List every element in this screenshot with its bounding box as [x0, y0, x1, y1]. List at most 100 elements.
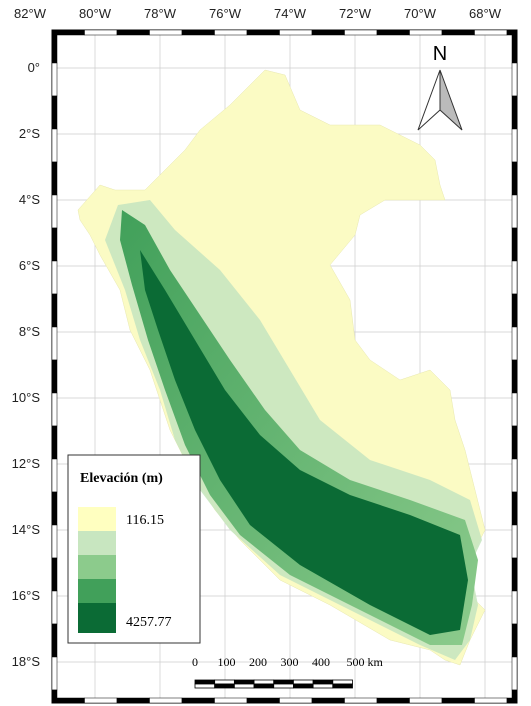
latitude-label: 8°S	[19, 324, 40, 339]
latitude-label: 14°S	[12, 522, 41, 537]
legend-label: 4257.77	[126, 615, 172, 630]
frame-segment	[117, 698, 150, 703]
frame-segment	[512, 63, 517, 96]
frame-segment	[247, 30, 280, 35]
frame-segment	[52, 294, 57, 327]
frame-segment	[345, 30, 378, 35]
frame-segment	[345, 698, 378, 703]
frame-segment	[512, 393, 517, 426]
frame-segment	[52, 261, 57, 294]
frame-segment	[247, 698, 280, 703]
frame-segment	[512, 228, 517, 261]
longitude-label: 82°W	[14, 6, 47, 21]
frame-segment	[280, 30, 313, 35]
latitude-label: 6°S	[19, 258, 40, 273]
latitude-label: 18°S	[12, 654, 41, 669]
frame-segment	[512, 162, 517, 195]
frame-segment	[312, 30, 345, 35]
scale-label: 300	[281, 655, 299, 669]
legend-swatch	[78, 579, 116, 603]
legend-label: 116.15	[126, 513, 164, 528]
frame-segment	[512, 96, 517, 129]
scale-segment	[274, 680, 294, 684]
frame-segment	[512, 327, 517, 360]
frame-segment	[52, 624, 57, 657]
frame-segment	[52, 690, 57, 703]
frame-segment	[512, 294, 517, 327]
scale-segment	[313, 684, 333, 688]
scale-segment	[293, 684, 313, 688]
frame-segment	[52, 96, 57, 129]
longitude-label: 74°W	[274, 6, 307, 21]
frame-segment	[52, 525, 57, 558]
legend-swatch	[78, 531, 116, 555]
frame-segment	[52, 327, 57, 360]
frame-segment	[52, 360, 57, 393]
frame-segment	[475, 30, 508, 35]
frame-segment	[117, 30, 150, 35]
frame-segment	[410, 698, 443, 703]
frame-segment	[85, 698, 118, 703]
scale-segment	[333, 684, 353, 688]
latitude-label: 4°S	[19, 192, 40, 207]
latitude-label: 0°	[28, 60, 40, 75]
longitude-label: 70°W	[404, 6, 437, 21]
frame-segment	[52, 393, 57, 426]
scale-segment	[234, 684, 254, 688]
frame-segment	[475, 698, 508, 703]
longitude-label: 68°W	[469, 6, 502, 21]
frame-segment	[512, 690, 517, 703]
longitude-label: 78°W	[144, 6, 177, 21]
frame-segment	[52, 195, 57, 228]
frame-segment	[512, 558, 517, 591]
frame-segment	[52, 459, 57, 492]
scale-segment	[234, 680, 254, 684]
frame-segment	[182, 30, 215, 35]
legend-swatch	[78, 555, 116, 579]
frame-segment	[512, 525, 517, 558]
frame-segment	[512, 30, 517, 63]
legend-swatch	[78, 507, 116, 531]
frame-segment	[377, 30, 410, 35]
frame-segment	[85, 30, 118, 35]
frame-segment	[215, 698, 248, 703]
frame-segment	[512, 492, 517, 525]
frame-segment	[52, 129, 57, 162]
frame-segment	[52, 228, 57, 261]
scale-segment	[293, 680, 313, 684]
frame-segment	[512, 591, 517, 624]
scale-label: 0	[192, 655, 198, 669]
legend: Elevación (m) 116.15 4257.77	[68, 455, 200, 643]
frame-segment	[512, 459, 517, 492]
frame-segment	[280, 698, 313, 703]
north-label: N	[433, 43, 447, 65]
scale-label: 100	[218, 655, 236, 669]
frame-segment	[312, 698, 345, 703]
frame-segment	[52, 63, 57, 96]
latitude-label: 10°S	[12, 390, 41, 405]
frame-segment	[512, 426, 517, 459]
frame-segment	[150, 30, 183, 35]
frame-segment	[52, 492, 57, 525]
scale-label: 400	[312, 655, 330, 669]
frame-segment	[182, 698, 215, 703]
scale-segment	[274, 684, 294, 688]
frame-segment	[52, 558, 57, 591]
scale-segment	[195, 680, 215, 684]
scale-segment	[333, 680, 353, 684]
frame-segment	[512, 360, 517, 393]
frame-segment	[52, 30, 57, 63]
frame-segment	[150, 698, 183, 703]
scale-segment	[254, 684, 274, 688]
scale-label: 200	[249, 655, 267, 669]
frame-segment	[52, 162, 57, 195]
frame-segment	[512, 657, 517, 690]
frame-segment	[377, 698, 410, 703]
scale-segment	[313, 680, 333, 684]
frame-segment	[512, 261, 517, 294]
frame-segment	[52, 426, 57, 459]
latitude-label: 16°S	[12, 588, 41, 603]
longitude-label: 80°W	[79, 6, 112, 21]
scale-segment	[215, 684, 235, 688]
scale-segment	[215, 680, 235, 684]
